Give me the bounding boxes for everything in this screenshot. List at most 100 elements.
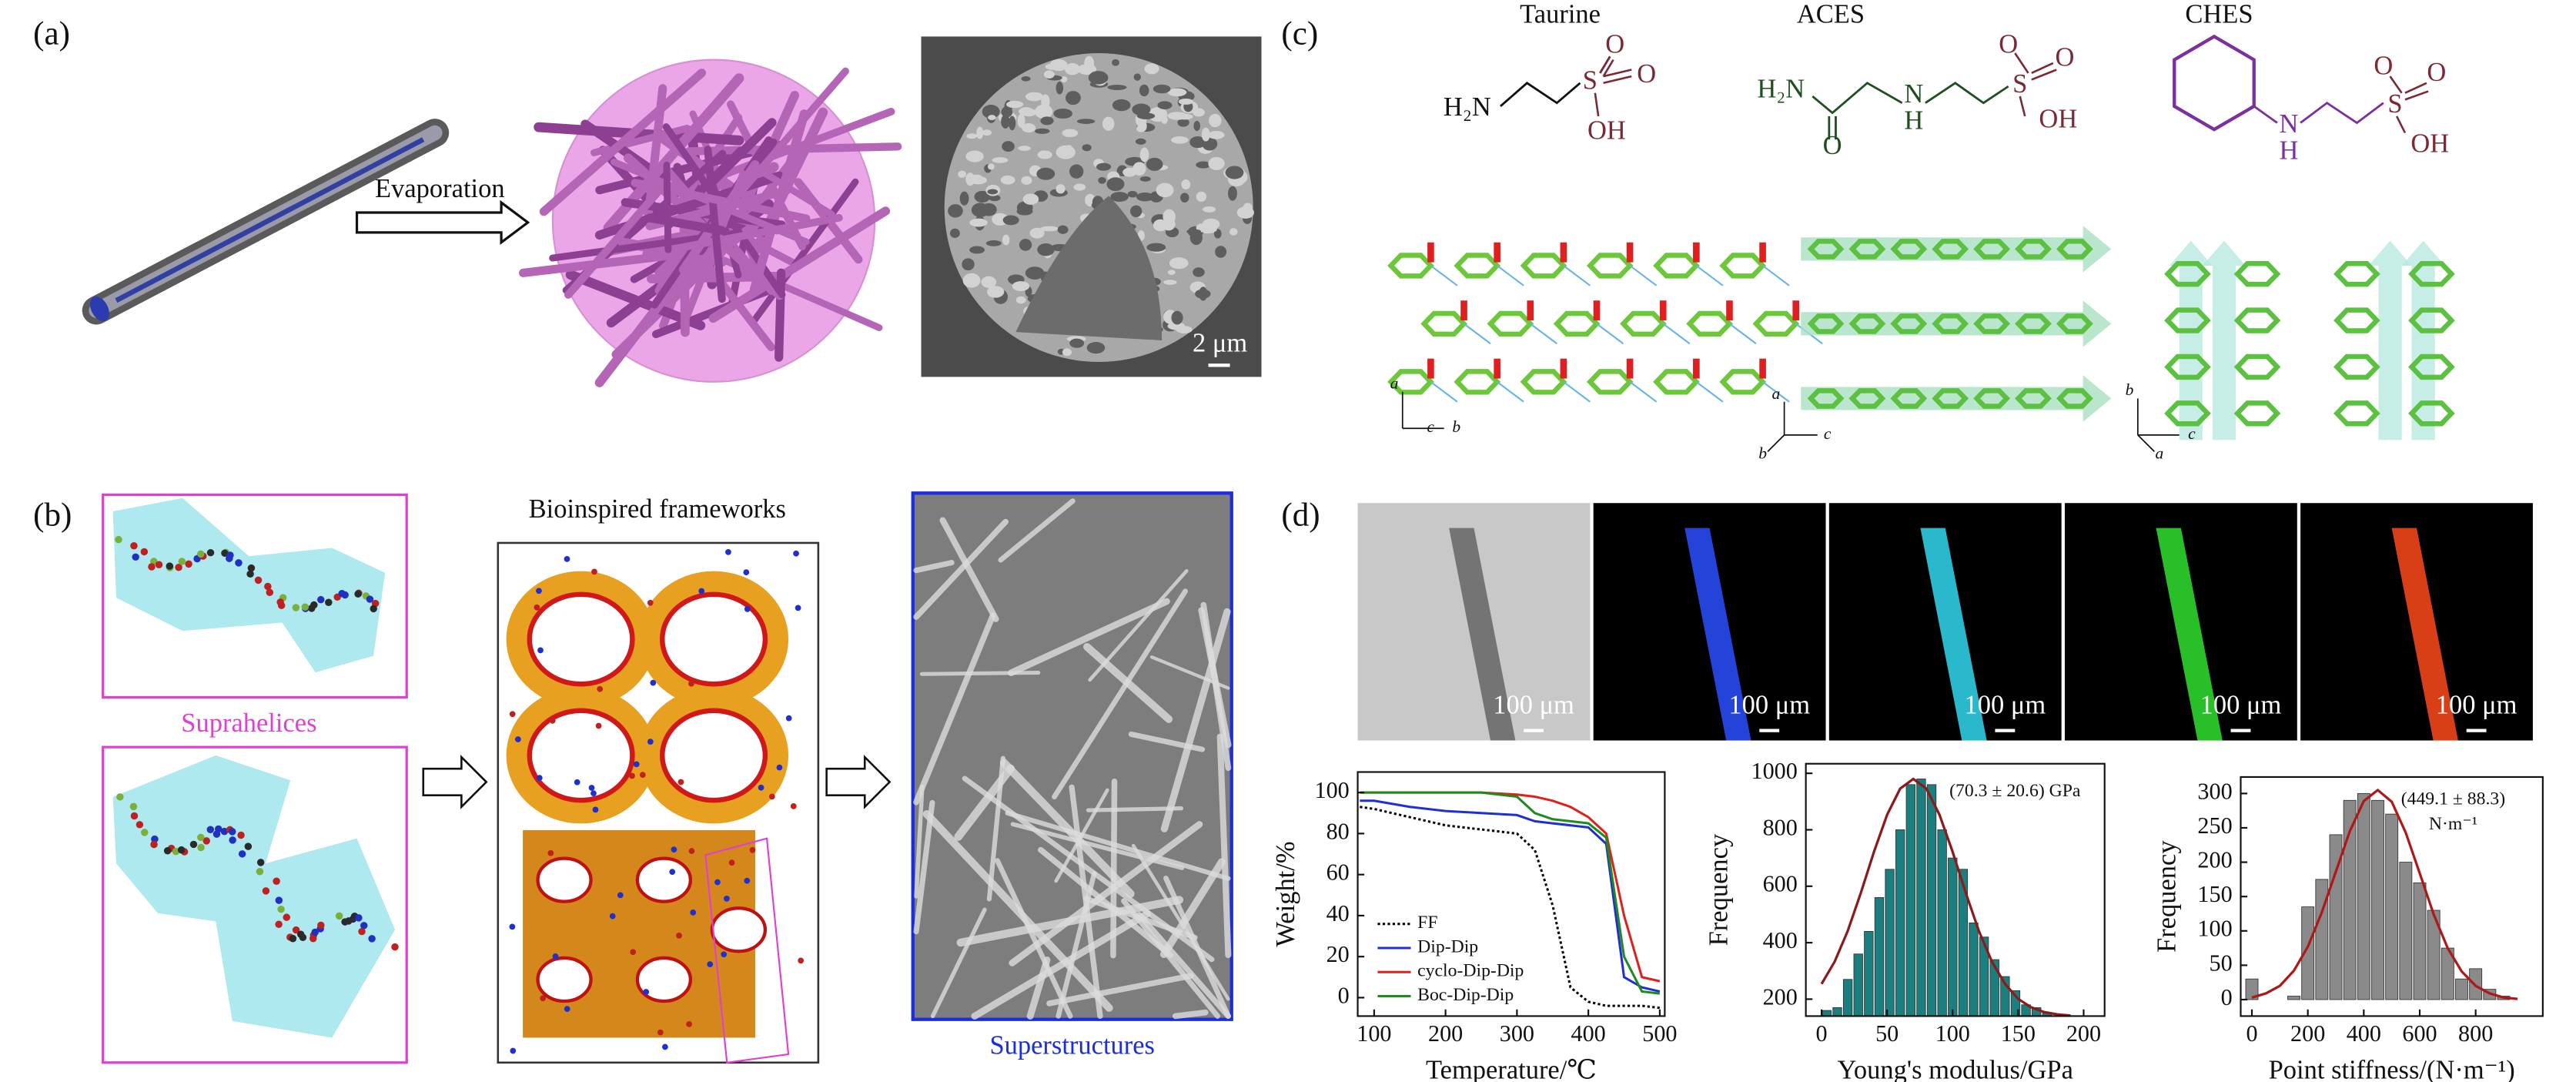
hbond: [1629, 380, 1658, 403]
atom: [776, 764, 783, 771]
atom: [744, 605, 751, 612]
hbond: [1761, 380, 1790, 403]
sem-pore: [1040, 226, 1059, 232]
atom: [785, 715, 792, 722]
sem-pore: [1213, 229, 1222, 239]
bond: [1812, 82, 2009, 140]
panel-label: (d): [1281, 497, 1320, 534]
sem-pore: [1057, 225, 1069, 234]
sulfonate: [1460, 300, 1467, 321]
hbond: [1530, 323, 1557, 345]
atom: OH: [2410, 129, 2449, 159]
bar: [2427, 909, 2441, 1000]
y-tick-label: 0: [2221, 984, 2233, 1010]
atom: H₂N: [1757, 74, 1805, 103]
sem-pore: [1193, 267, 1205, 277]
atom: [368, 935, 376, 943]
molecule: [1719, 369, 1767, 395]
atom: [177, 846, 186, 854]
sem-pore: [1176, 326, 1193, 333]
fiber: [1110, 778, 1118, 959]
sem-pore: [1002, 215, 1019, 226]
molecule: [2164, 261, 2211, 287]
y-tick-label: 200: [1763, 983, 1798, 1010]
sulfonate: [1792, 300, 1800, 321]
sem-pore: [987, 163, 995, 170]
atom: [592, 806, 599, 813]
sem-pore: [1130, 205, 1142, 218]
sem-pore: [1055, 184, 1066, 194]
sulfonate: [1759, 358, 1766, 379]
atom: [206, 826, 215, 834]
sulfonate: [1693, 242, 1700, 263]
hbond: [1430, 380, 1458, 403]
sem-pore: [1132, 103, 1151, 116]
molecule-name: Taurine: [1520, 0, 1601, 28]
atom: [197, 833, 205, 842]
crystal-axis-label: b: [1452, 417, 1460, 436]
sem-pore: [1053, 108, 1073, 119]
atom: [590, 790, 597, 796]
x-axis-label: Young's modulus/GPa: [1837, 1056, 2073, 1082]
fiber: [913, 612, 996, 806]
bond: [1594, 55, 1632, 117]
atom: [724, 895, 730, 902]
fiber: [1069, 784, 1103, 1020]
chart: (449.1 ± 88.3) N·m⁻¹ 0 200 400 600 800 0 50 100 15…: [2153, 775, 2544, 1082]
atom: [175, 564, 182, 571]
sem-pore: [1035, 128, 1050, 134]
sem-pore: [1102, 116, 1115, 131]
y-axis-label: Frequency: [1705, 833, 1734, 946]
bar: [1885, 869, 1895, 1017]
x-tick-label: 100: [1357, 1020, 1391, 1047]
hbond: [1563, 380, 1591, 403]
atom: [366, 595, 374, 603]
hbond: [1430, 265, 1458, 286]
sem-pore: [1021, 176, 1032, 185]
atom: [509, 711, 516, 718]
y-tick-label: 50: [2210, 950, 2233, 976]
bar: [1905, 784, 1915, 1017]
atom: [115, 535, 122, 544]
sem-pore: [1009, 116, 1016, 131]
atom: [140, 548, 149, 556]
plot-frame: [1357, 771, 1666, 1017]
helix-ribbon: [112, 497, 386, 673]
hbond: [1695, 380, 1724, 403]
sem-pore: [1196, 161, 1211, 169]
fiber: [1136, 912, 1232, 1020]
atom: [355, 914, 363, 922]
atom: [197, 843, 205, 852]
sem-pore: [1193, 120, 1201, 132]
sem-pore: [1006, 100, 1024, 109]
sem-pore: [1015, 296, 1026, 304]
y-tick-label: 300: [2197, 778, 2232, 804]
sem-pore: [1040, 116, 1054, 126]
sem-pore: [1228, 186, 1237, 201]
molecule: [1848, 313, 1886, 334]
y-axis-label: Frequency: [2153, 840, 2182, 953]
fiber: [971, 910, 1151, 1020]
bar: [2385, 813, 2399, 1000]
crystal-axis-label: a: [1390, 374, 1399, 392]
helix-ribbon: [112, 755, 396, 1038]
sem-pore: [1110, 192, 1129, 203]
panel-d: 100 μm 100 μm 100 μm 100 μm 100 μm FF Dip-Dip c…: [1271, 503, 2544, 1082]
frameworks: [506, 549, 805, 1064]
sem-pore: [1045, 63, 1063, 70]
x-tick-label: 400: [2347, 1020, 2381, 1047]
y-axis-label: Weight/%: [1271, 841, 1300, 946]
fiber: [1007, 598, 1170, 676]
atom: [758, 784, 764, 791]
sulfonate: [1626, 242, 1634, 263]
arrow: [355, 199, 530, 245]
atom: [244, 842, 253, 850]
atom: [229, 836, 236, 844]
y-tick-label: 800: [1763, 814, 1798, 840]
sheet-arrow: [2368, 240, 2412, 441]
atom: [150, 840, 158, 849]
atom: [237, 831, 245, 839]
sem-pore: [1167, 88, 1187, 97]
sem-pore: [962, 273, 981, 288]
sem-pore: [1243, 203, 1253, 213]
